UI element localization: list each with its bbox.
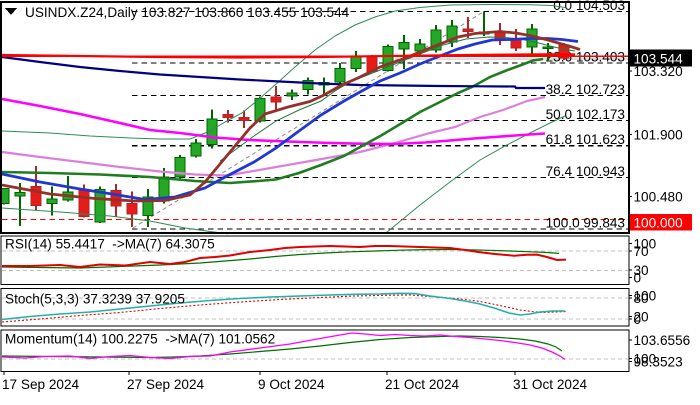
svg-text:100: 100 — [634, 352, 657, 367]
svg-text:76.4 100.943: 76.4 100.943 — [546, 164, 625, 179]
svg-text:0: 0 — [634, 271, 642, 286]
svg-text:100.480: 100.480 — [634, 190, 684, 205]
svg-text:80: 80 — [634, 291, 650, 306]
svg-text:17 Sep 2024: 17 Sep 2024 — [2, 377, 80, 392]
svg-text:103.320: 103.320 — [634, 64, 684, 79]
svg-text:103.6556: 103.6556 — [634, 333, 691, 348]
svg-text:38.2 102.723: 38.2 102.723 — [546, 82, 625, 97]
svg-text:100: 100 — [634, 237, 657, 252]
svg-text:101.900: 101.900 — [634, 128, 684, 143]
svg-text:103.544: 103.544 — [634, 52, 684, 67]
svg-text:27 Sep 2024: 27 Sep 2024 — [127, 377, 205, 392]
svg-text:9 Oct 2024: 9 Oct 2024 — [258, 377, 325, 392]
svg-text:Stoch(5,3,3) 37.3239 37.9205: Stoch(5,3,3) 37.3239 37.9205 — [5, 292, 185, 307]
svg-text:USINDX.Z24,Daily 103.827 103.8: USINDX.Z24,Daily 103.827 103.860 103.455… — [25, 5, 350, 20]
svg-text:RSI(14) 55.4417 ->MA(7) 64.30: RSI(14) 55.4417 ->MA(7) 64.3075 — [5, 236, 215, 251]
svg-text:100: 100 — [634, 289, 657, 304]
svg-text:0.0 104.503: 0.0 104.503 — [553, 0, 625, 13]
svg-text:23.6 103.403: 23.6 103.403 — [546, 50, 625, 65]
svg-text:30: 30 — [634, 263, 650, 278]
svg-text:0: 0 — [634, 312, 642, 327]
svg-text:Momentum(14) 100.2275 ->MA(7): Momentum(14) 100.2275 ->MA(7) 101.0562 — [5, 332, 275, 347]
svg-text:70: 70 — [634, 244, 650, 259]
svg-text:50.0 102.173: 50.0 102.173 — [546, 107, 625, 122]
svg-text:21 Oct 2024: 21 Oct 2024 — [385, 377, 460, 392]
svg-text:100.0 99.843: 100.0 99.843 — [546, 216, 625, 231]
svg-text:61.8 101.623: 61.8 101.623 — [546, 132, 625, 147]
svg-text:98.3523: 98.3523 — [634, 355, 683, 370]
svg-text:20: 20 — [634, 310, 650, 325]
svg-text:31 Oct 2024: 31 Oct 2024 — [513, 377, 588, 392]
svg-text:100.000: 100.000 — [634, 216, 684, 231]
